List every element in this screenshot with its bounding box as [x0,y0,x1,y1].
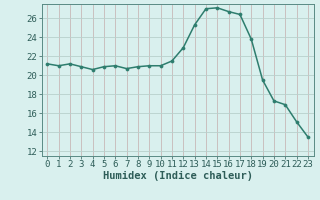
X-axis label: Humidex (Indice chaleur): Humidex (Indice chaleur) [103,171,252,181]
